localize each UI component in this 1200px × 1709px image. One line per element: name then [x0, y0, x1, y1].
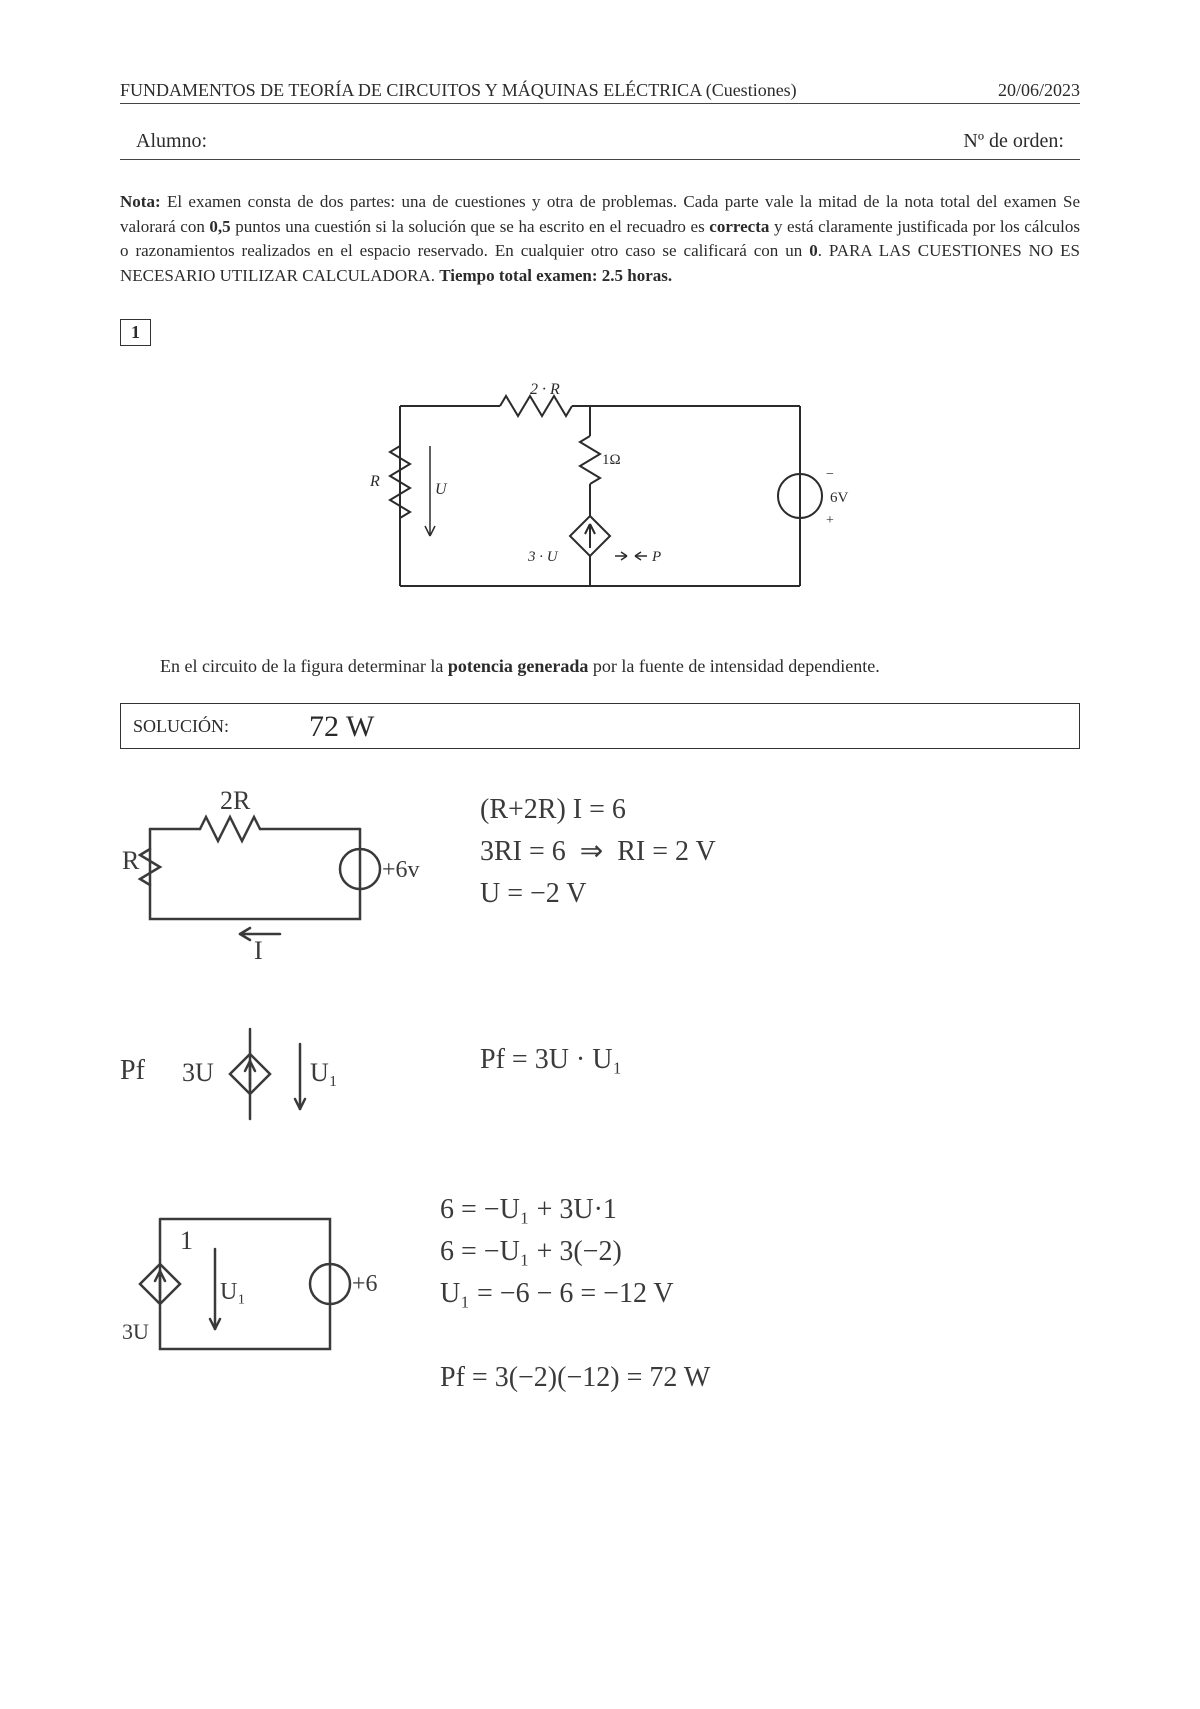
- hw3-6v: +6: [352, 1271, 378, 1297]
- hw2-3u: 3U: [182, 1058, 214, 1087]
- hw1-r: R: [122, 846, 140, 875]
- note-lead: Nota:: [120, 192, 161, 211]
- hw2-pf: Pf: [120, 1055, 146, 1086]
- note-zero: 0: [809, 241, 818, 260]
- hw-c3-l2: 6 = −U₁ + 3(−2): [440, 1236, 622, 1267]
- label-1ohm: 1Ω: [602, 452, 621, 468]
- note-correcta: correcta: [709, 217, 769, 236]
- note-time: Tiempo total examen: 2.5 horas.: [439, 266, 672, 285]
- hand-sketch-1: 2R R +6v I: [120, 769, 420, 969]
- note-body-2: puntos una cuestión si la solución que s…: [231, 217, 710, 236]
- hw3-u1: U₁: [220, 1279, 246, 1305]
- hw-c1-l3: U = −2 V: [480, 878, 587, 909]
- hw-calc-3: 6 = −U₁ + 3U·1 6 = −U₁ + 3(−2) U₁ = −6 −…: [440, 1189, 710, 1399]
- solution-answer: 72 W: [309, 710, 374, 744]
- alumno-label: Alumno:: [136, 130, 207, 153]
- note-points: 0,5: [209, 217, 230, 236]
- student-row: Alumno: Nº de orden:: [120, 130, 1080, 160]
- hw1-6v: +6v: [382, 857, 420, 883]
- hw2-u1: U₁: [310, 1058, 338, 1087]
- label-p: P: [651, 549, 661, 565]
- hw-calc-1: (R+2R) I = 6 3RI = 6 ⇒ RI = 2 V U = −2 V: [480, 789, 716, 915]
- label-u: U: [435, 481, 448, 498]
- label-6v: 6V: [830, 490, 849, 506]
- hw1-i: I: [254, 936, 263, 965]
- hand-sketch-2: Pf 3U U₁: [120, 1009, 420, 1139]
- prompt-bold: potencia generada: [448, 656, 588, 676]
- label-plus: +: [826, 513, 834, 528]
- label-3u: 3 · U: [527, 549, 559, 565]
- solution-label: SOLUCIÓN:: [133, 716, 229, 737]
- label-r: R: [369, 473, 380, 490]
- question-number-box: 1: [120, 319, 151, 346]
- hw-calc-2: Pf = 3U · U₁: [480, 1039, 622, 1081]
- question-prompt: En el circuito de la figura determinar l…: [160, 656, 1080, 677]
- hw-c1-l2: 3RI = 6 ⇒ RI = 2 V: [480, 836, 716, 867]
- hw-c3-l4: Pf = 3(−2)(−12) = 72 W: [440, 1362, 710, 1393]
- hw-c1-l1: (R+2R) I = 6: [480, 794, 626, 825]
- prompt-post: por la fuente de intensidad dependiente.: [588, 656, 879, 676]
- prompt-pre: En el circuito de la figura determinar l…: [160, 656, 448, 676]
- hand-sketch-3: 1 3U U₁ +6: [120, 1179, 420, 1379]
- label-minus: −: [826, 467, 834, 482]
- circuit-diagram: 2 · R R U 1Ω 3 · U P 6V − +: [120, 366, 1080, 626]
- exam-page: FUNDAMENTOS DE TEORÍA DE CIRCUITOS Y MÁQ…: [0, 0, 1200, 1709]
- hw1-2r: 2R: [220, 786, 251, 815]
- hw3-3u: 3U: [122, 1319, 149, 1344]
- solution-box: SOLUCIÓN: 72 W: [120, 703, 1080, 749]
- label-2r: 2 · R: [530, 381, 560, 398]
- handwritten-work: 2R R +6v I (R+2R) I = 6 3RI = 6 ⇒ RI = 2…: [120, 759, 1080, 1539]
- hw3-1: 1: [180, 1226, 193, 1255]
- exam-note: Nota: El examen consta de dos partes: un…: [120, 190, 1080, 289]
- hw-c3-l3: U₁ = −6 − 6 = −12 V: [440, 1278, 674, 1309]
- hw-c3-l1: 6 = −U₁ + 3U·1: [440, 1194, 617, 1225]
- order-label: Nº de orden:: [963, 130, 1064, 153]
- course-title: FUNDAMENTOS DE TEORÍA DE CIRCUITOS Y MÁQ…: [120, 80, 797, 101]
- page-header: FUNDAMENTOS DE TEORÍA DE CIRCUITOS Y MÁQ…: [120, 80, 1080, 104]
- exam-date: 20/06/2023: [998, 80, 1080, 101]
